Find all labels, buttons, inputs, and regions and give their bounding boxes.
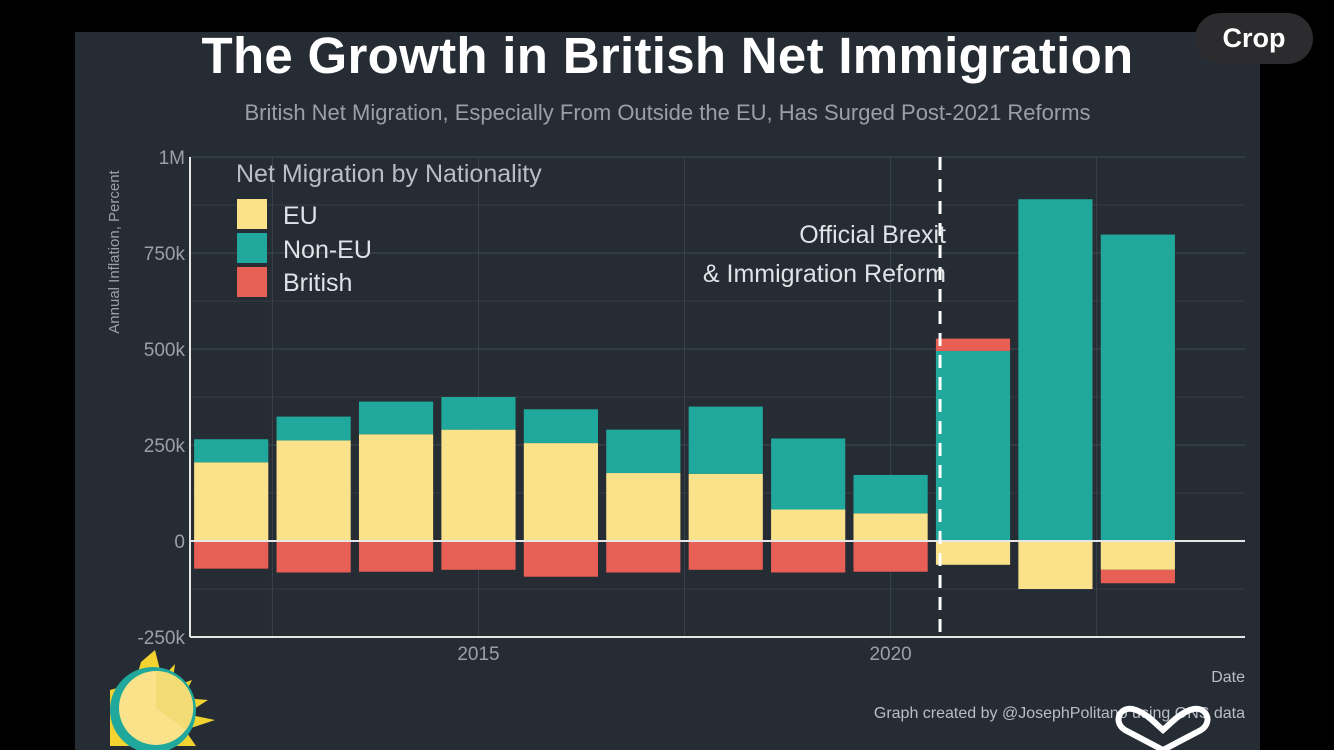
bar-eu-2019 xyxy=(771,509,846,541)
x-tick-label: 2020 xyxy=(869,644,911,665)
bar-british-2018 xyxy=(688,541,763,570)
bar-non-eu-2015 xyxy=(441,397,516,430)
x-tick-label: 2015 xyxy=(457,644,499,665)
y-axis-label: Annual Inflation, Percent xyxy=(106,169,123,333)
bars xyxy=(194,199,1175,589)
y-tick-label: 0 xyxy=(174,532,185,553)
y-tick-label: 1M xyxy=(159,148,185,169)
brexit-annotation: Official Brexit & Immigration Reform xyxy=(703,157,946,637)
bar-british-2019 xyxy=(771,541,846,573)
bar-non-eu-2014 xyxy=(358,401,434,435)
y-tick-label: 250k xyxy=(144,436,186,457)
legend-swatch-eu xyxy=(237,199,267,229)
bar-non-eu-2013 xyxy=(276,416,351,441)
bar-non-eu-2018 xyxy=(688,406,763,474)
legend-label-british: British xyxy=(283,269,352,297)
bar-british-2015 xyxy=(441,541,516,570)
bar-eu-2013 xyxy=(276,440,351,541)
bar-non-eu-2016 xyxy=(523,409,598,444)
legend-label-eu: EU xyxy=(283,202,318,230)
bar-british-2014 xyxy=(358,541,434,572)
bar-non-eu-2021 xyxy=(935,350,1011,541)
sun-logo-icon xyxy=(110,650,215,750)
chart-title: The Growth in British Net Immigration xyxy=(201,27,1134,84)
bar-eu-2016 xyxy=(523,443,598,541)
y-tick-label: 500k xyxy=(144,340,186,361)
bar-eu-2021 xyxy=(935,541,1011,565)
bar-british-2023 xyxy=(1100,569,1175,584)
bar-non-eu-2019 xyxy=(771,438,846,510)
axes: -250k 0 250k 500k 750k 1M 2015 2020 xyxy=(137,148,1245,665)
annotation-text-line2: & Immigration Reform xyxy=(703,260,946,288)
bar-non-eu-2022 xyxy=(1018,199,1093,542)
bar-british-2021 xyxy=(935,338,1011,351)
bar-eu-2017 xyxy=(606,473,681,541)
bar-british-2016 xyxy=(523,541,598,577)
crop-button[interactable]: Crop xyxy=(1195,13,1313,64)
bar-non-eu-2023 xyxy=(1100,234,1175,541)
legend-swatch-non-eu xyxy=(237,233,267,263)
y-tick-label: 750k xyxy=(144,244,186,265)
bar-british-2012 xyxy=(194,541,269,569)
bar-eu-2022 xyxy=(1018,541,1093,589)
bar-british-2017 xyxy=(606,541,681,573)
bar-eu-2023 xyxy=(1100,541,1175,570)
legend: Net Migration by Nationality EU Non-EU B… xyxy=(236,160,542,297)
bar-british-2013 xyxy=(276,541,351,573)
bar-eu-2012 xyxy=(194,462,269,541)
bar-eu-2020 xyxy=(853,513,928,541)
bar-eu-2014 xyxy=(358,434,434,541)
legend-label-non-eu: Non-EU xyxy=(283,236,372,264)
bar-british-2020 xyxy=(853,541,928,572)
annotation-text-line1: Official Brexit xyxy=(799,221,946,249)
bar-non-eu-2020 xyxy=(853,474,928,514)
heart-icon xyxy=(1115,705,1211,750)
x-axis-label: Date xyxy=(1211,669,1245,686)
bar-eu-2018 xyxy=(688,473,763,541)
bar-eu-2015 xyxy=(441,429,516,541)
legend-title: Net Migration by Nationality xyxy=(236,160,542,188)
chart-subtitle: British Net Migration, Especially From O… xyxy=(244,100,1091,125)
y-tick-label: -250k xyxy=(137,628,185,649)
bar-non-eu-2012 xyxy=(194,439,269,463)
bar-non-eu-2017 xyxy=(606,429,681,474)
legend-swatch-british xyxy=(237,267,267,297)
